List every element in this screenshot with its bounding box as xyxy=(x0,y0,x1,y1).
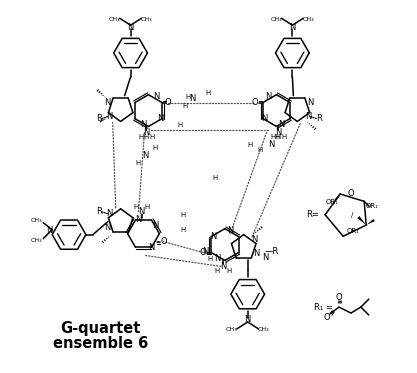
Text: ensemble 6: ensemble 6 xyxy=(53,336,148,351)
Text: O: O xyxy=(200,248,206,257)
Text: H: H xyxy=(183,103,188,109)
Text: N: N xyxy=(220,262,226,271)
Text: R: R xyxy=(96,207,102,216)
Text: N: N xyxy=(136,215,142,224)
Polygon shape xyxy=(357,216,366,225)
Text: N: N xyxy=(153,92,160,101)
Text: H: H xyxy=(186,94,191,100)
Text: CH₃: CH₃ xyxy=(271,17,282,22)
Text: N: N xyxy=(140,120,147,129)
Text: N: N xyxy=(107,209,113,218)
Text: N: N xyxy=(289,23,296,32)
Text: —R: —R xyxy=(264,247,279,256)
Text: N: N xyxy=(189,94,195,103)
Text: N: N xyxy=(251,235,258,244)
Text: N: N xyxy=(278,120,285,129)
Text: N: N xyxy=(214,254,220,263)
Text: OR₁: OR₁ xyxy=(326,199,339,205)
Text: CH₃: CH₃ xyxy=(30,218,42,223)
Text: N: N xyxy=(275,128,281,137)
Text: /: / xyxy=(351,212,354,218)
Text: H: H xyxy=(247,142,252,148)
Text: H: H xyxy=(207,257,213,263)
Text: N: N xyxy=(46,226,53,235)
Text: OR₁: OR₁ xyxy=(347,228,359,234)
Text: H: H xyxy=(178,122,183,128)
Text: N: N xyxy=(157,114,163,123)
Text: H: H xyxy=(257,147,262,153)
Text: N: N xyxy=(148,243,155,252)
Text: CH₃: CH₃ xyxy=(302,17,314,22)
Text: R: R xyxy=(96,114,102,123)
Text: H: H xyxy=(181,227,186,233)
Text: N: N xyxy=(254,249,260,258)
Text: H: H xyxy=(214,268,220,275)
Text: N: N xyxy=(307,98,314,107)
Text: O: O xyxy=(336,293,342,302)
Text: OR₁: OR₁ xyxy=(366,203,379,209)
Text: N: N xyxy=(143,128,150,137)
Text: R₁ =: R₁ = xyxy=(314,303,333,311)
Text: H: H xyxy=(153,145,158,151)
Text: H: H xyxy=(145,204,150,210)
Text: H: H xyxy=(138,134,143,140)
Text: N: N xyxy=(227,226,233,235)
Text: N: N xyxy=(262,253,269,262)
Text: N: N xyxy=(107,112,113,121)
Text: O: O xyxy=(165,98,172,107)
Text: R: R xyxy=(316,114,322,123)
Text: O: O xyxy=(347,189,354,198)
Text: N: N xyxy=(261,114,268,123)
Text: H: H xyxy=(135,160,140,166)
Text: N: N xyxy=(142,151,148,160)
Text: CH₃: CH₃ xyxy=(30,238,42,243)
Text: H: H xyxy=(212,175,218,181)
Text: H: H xyxy=(226,268,231,275)
Text: N: N xyxy=(128,23,134,32)
Text: R=: R= xyxy=(306,210,319,219)
Text: O: O xyxy=(251,98,258,107)
Text: CH₃: CH₃ xyxy=(141,17,152,22)
Text: H: H xyxy=(133,204,138,210)
Text: H: H xyxy=(144,134,149,140)
Polygon shape xyxy=(366,219,375,225)
Text: H: H xyxy=(275,134,280,140)
Text: H: H xyxy=(181,212,186,218)
Text: O: O xyxy=(324,313,330,322)
Text: N: N xyxy=(210,232,216,241)
Text: N: N xyxy=(105,223,111,232)
Text: N: N xyxy=(244,316,251,325)
Text: H: H xyxy=(276,134,281,140)
Text: N: N xyxy=(269,140,275,149)
Text: H: H xyxy=(150,134,155,140)
Text: N: N xyxy=(305,112,311,121)
Text: N: N xyxy=(105,98,111,107)
Text: N: N xyxy=(202,247,208,256)
Text: G-quartet: G-quartet xyxy=(60,322,141,336)
Text: H: H xyxy=(270,134,275,140)
Text: O: O xyxy=(160,237,167,246)
Text: H: H xyxy=(282,134,287,140)
Text: CH₃: CH₃ xyxy=(109,17,121,22)
Text: N: N xyxy=(152,221,158,230)
Text: N: N xyxy=(138,207,145,216)
Text: CH₃: CH₃ xyxy=(226,327,238,332)
Text: N: N xyxy=(265,92,272,101)
Text: H: H xyxy=(206,90,211,96)
Text: CH₃: CH₃ xyxy=(258,327,269,332)
